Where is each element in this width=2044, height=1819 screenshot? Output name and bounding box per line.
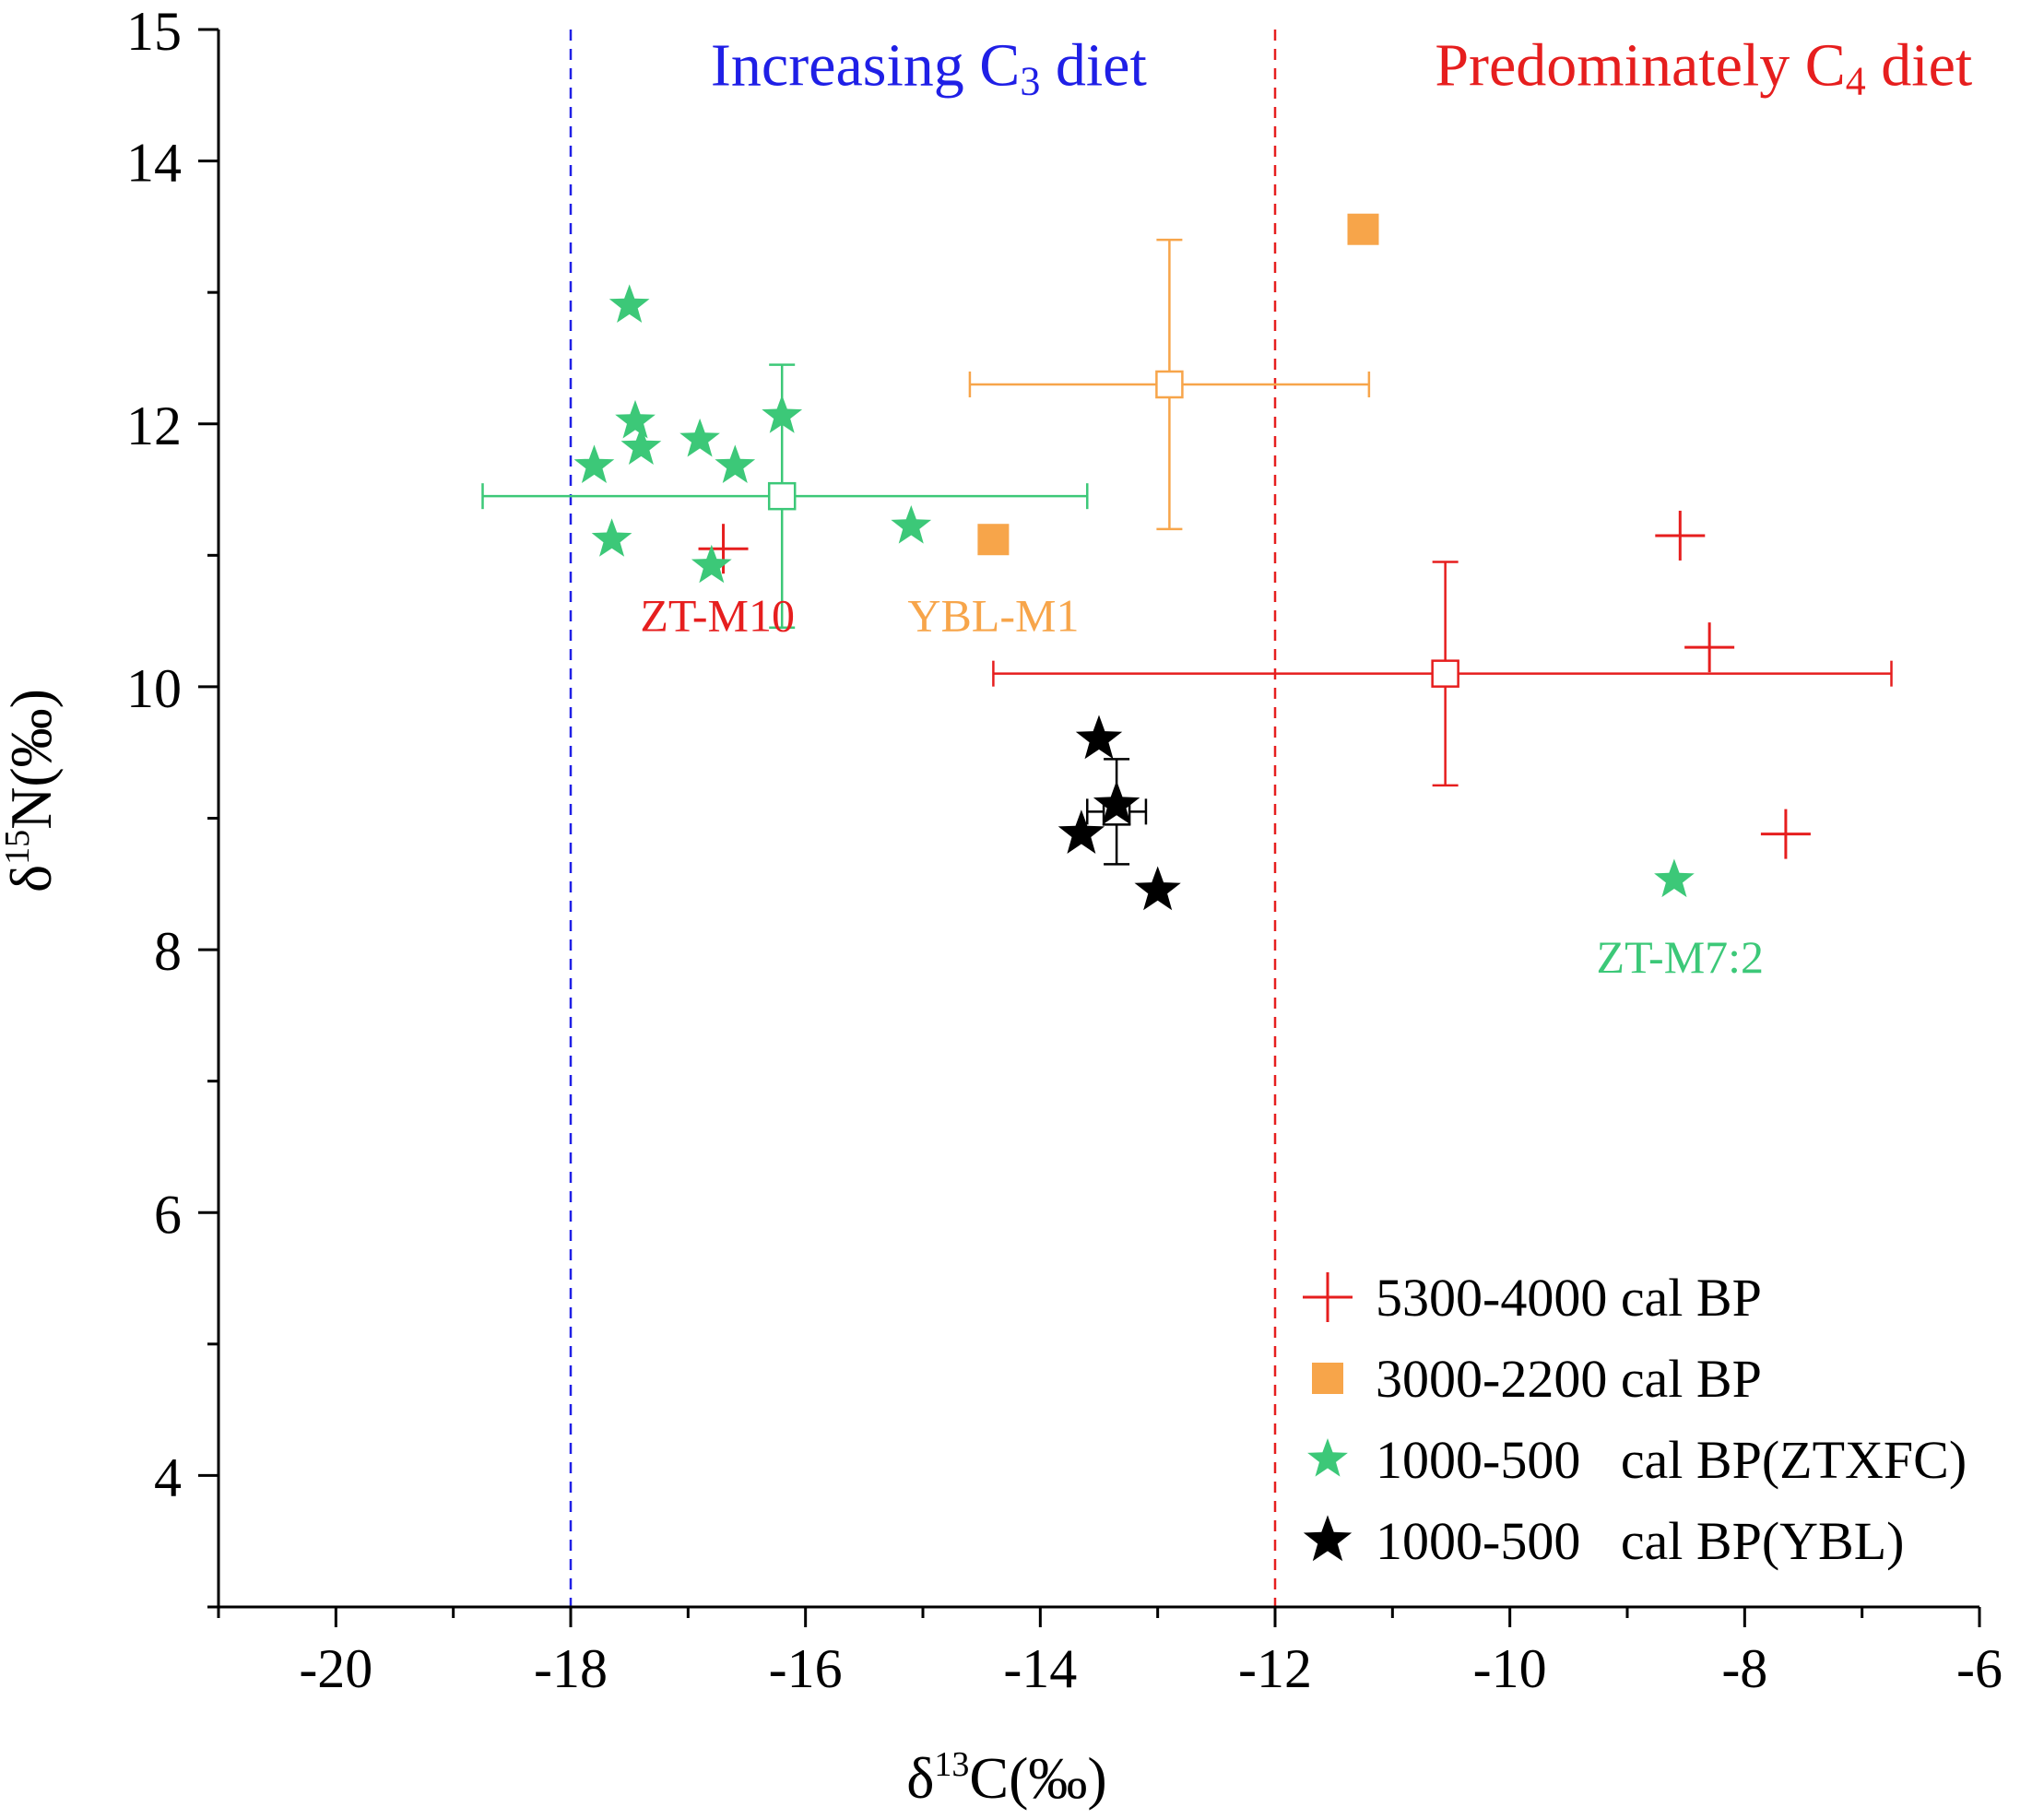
mean-marker [767, 481, 797, 511]
mean-errorbar-0 [992, 561, 1893, 787]
annotation-1: YBL-M1 [907, 589, 1079, 641]
legend-marker [1312, 1363, 1343, 1394]
data-point [1093, 780, 1140, 825]
data-point [615, 399, 656, 439]
legend-entry-0: 5300-4000 cal BP [1303, 1268, 1762, 1328]
legend: 5300-4000 cal BP 3000-2200 cal BP 1000-500… [1303, 1268, 1967, 1571]
data-point [977, 524, 1010, 556]
y-tick-label: 6 [154, 1184, 182, 1245]
region-label-0: Increasing C3 diet [711, 32, 1147, 104]
region-label-base: Predominately C [1435, 32, 1845, 100]
y-axis-title-rest: N(‰) [0, 689, 64, 830]
y-tick-label: 4 [154, 1447, 182, 1507]
x-tick-label: -18 [534, 1638, 608, 1699]
x-axis-title: δ13C(‰) [906, 1745, 1106, 1811]
annotation-2: ZT-M7:2 [1597, 931, 1765, 983]
x-tick-label: -16 [769, 1638, 843, 1699]
data-point [1684, 622, 1735, 673]
data-point [620, 426, 662, 465]
y-axis-title: δ15N(‰) [0, 689, 64, 892]
legend-entry-3: 1000-500 cal BP(YBL) [1303, 1511, 1905, 1571]
x-tick-label: -10 [1473, 1638, 1547, 1699]
data-point [1347, 213, 1379, 245]
data-point [891, 505, 932, 544]
mean-marker [1155, 370, 1184, 399]
region-label-sub: 4 [1846, 59, 1866, 104]
legend-label: 5300-4000 cal BP [1376, 1268, 1762, 1328]
data-point [762, 395, 803, 433]
x-tick-label: -6 [1956, 1638, 2003, 1699]
legend-marker [1303, 1272, 1353, 1322]
series-0 [698, 510, 1811, 859]
data-point [608, 284, 650, 323]
data-point [1655, 510, 1706, 561]
x-tick-label: -8 [1721, 1638, 1767, 1699]
legend-marker [1307, 1438, 1348, 1477]
data-point [679, 418, 720, 457]
data-point [715, 444, 756, 483]
y-tick-label: 10 [126, 658, 182, 719]
legend-entry-2: 1000-500 cal BP(ZTXFC) [1307, 1430, 1967, 1490]
region-label-sub: 3 [1020, 59, 1040, 104]
series-2 [573, 284, 1695, 898]
data-point [1057, 809, 1105, 854]
data-point [691, 544, 732, 584]
annotation-0: ZT-M10 [640, 589, 795, 641]
x-axis-title-sup: 13 [934, 1745, 969, 1784]
data-point [1760, 809, 1811, 859]
data-point [1134, 866, 1181, 911]
x-tick-label: -12 [1238, 1638, 1312, 1699]
y-tick-label: 15 [126, 1, 182, 62]
legend-marker [1303, 1515, 1353, 1562]
series-3 [1057, 715, 1181, 911]
data-point [1075, 715, 1123, 760]
text-labels: Increasing C3 diet Predominately C4 dietZ… [640, 32, 1972, 984]
x-axis-title-rest: C(‰) [969, 1745, 1106, 1811]
region-label-1: Predominately C4 diet [1435, 32, 1972, 104]
x-axis-title-delta: δ [906, 1745, 934, 1811]
data-points [573, 213, 1811, 911]
legend-entry-1: 3000-2200 cal BP [1312, 1349, 1762, 1409]
axes: -20 -18 -16 -14 -12 -10 -8 -646810121415δ13C(‰)… [0, 1, 2003, 1811]
x-tick-label: -14 [1003, 1638, 1077, 1699]
data-point [1654, 858, 1695, 898]
y-axis-title-delta: δ [0, 865, 64, 892]
series-1 [977, 213, 1379, 556]
legend-label: 1000-500 cal BP(ZTXFC) [1376, 1430, 1967, 1490]
mean-marker [1431, 659, 1459, 688]
region-label-tail: diet [1040, 32, 1146, 100]
y-tick-label: 8 [154, 921, 182, 982]
legend-label: 3000-2200 cal BP [1376, 1349, 1762, 1409]
data-point [573, 444, 615, 483]
legend-label: 1000-500 cal BP(YBL) [1376, 1511, 1905, 1571]
x-tick-label: -20 [299, 1638, 372, 1699]
data-point [591, 518, 632, 557]
region-label-tail: diet [1866, 32, 1972, 100]
region-label-base: Increasing C [711, 32, 1020, 100]
y-tick-label: 14 [126, 133, 182, 194]
y-tick-label: 12 [126, 396, 182, 456]
y-axis-title-sup: 15 [0, 830, 37, 865]
mean-errorbar-1 [968, 238, 1371, 531]
